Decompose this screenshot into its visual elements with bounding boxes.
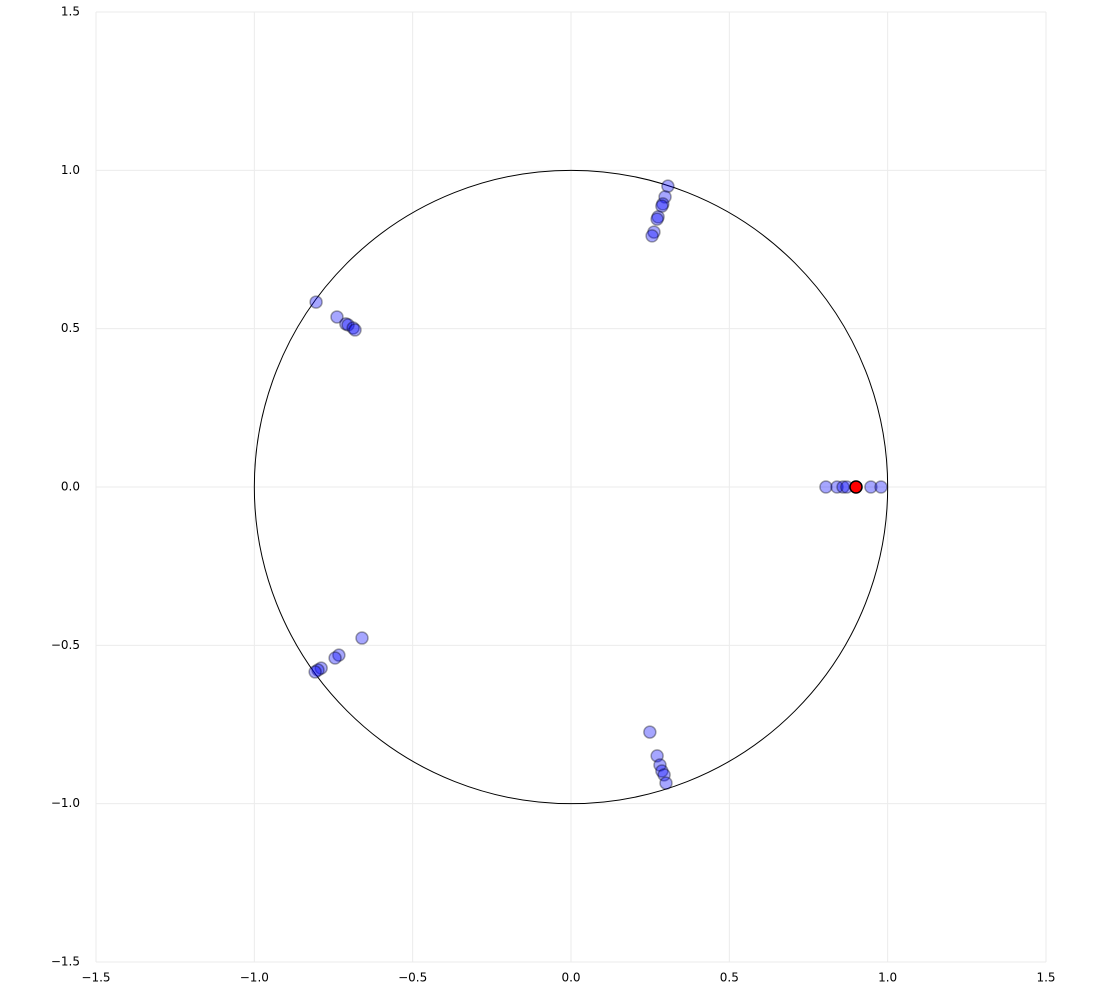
- point: [650, 749, 664, 763]
- y-tick-label: 1.5: [61, 5, 80, 19]
- reference-circle: [253, 169, 889, 805]
- point: [643, 725, 657, 739]
- point: [874, 480, 888, 494]
- y-tick-label: −0.5: [51, 638, 80, 652]
- point: [650, 212, 664, 226]
- y-tick-label: 0.0: [61, 480, 80, 494]
- point: [657, 768, 671, 782]
- point: [645, 229, 659, 243]
- x-tick-label: 0.0: [561, 971, 580, 985]
- point: [661, 179, 675, 193]
- point: [655, 764, 669, 778]
- point: [309, 295, 323, 309]
- point: [311, 663, 325, 677]
- point: [819, 480, 833, 494]
- point: [659, 776, 673, 790]
- point: [658, 190, 672, 204]
- point: [849, 480, 863, 494]
- point: [655, 199, 669, 213]
- point: [328, 651, 342, 665]
- x-tick-label: 1.0: [878, 971, 897, 985]
- x-tick-label: −1.0: [240, 971, 269, 985]
- point: [341, 318, 355, 332]
- point: [651, 210, 665, 224]
- point: [355, 631, 369, 645]
- point: [836, 480, 850, 494]
- point: [656, 197, 670, 211]
- point: [348, 323, 362, 337]
- point: [647, 225, 661, 239]
- point: [830, 480, 844, 494]
- x-tick-label: 1.5: [1036, 971, 1055, 985]
- y-tick-label: −1.5: [51, 955, 80, 969]
- y-tick-label: −1.0: [51, 796, 80, 810]
- point: [653, 758, 667, 772]
- point: [864, 480, 878, 494]
- y-tick-label: 0.5: [61, 321, 80, 335]
- point: [339, 317, 353, 331]
- x-tick-label: −0.5: [398, 971, 427, 985]
- point: [346, 321, 360, 335]
- x-tick-label: 0.5: [720, 971, 739, 985]
- y-tick-label: 1.0: [61, 163, 80, 177]
- x-tick-label: −1.5: [81, 971, 110, 985]
- point: [308, 665, 322, 679]
- point: [314, 661, 328, 675]
- point: [332, 648, 346, 662]
- point: [330, 310, 344, 324]
